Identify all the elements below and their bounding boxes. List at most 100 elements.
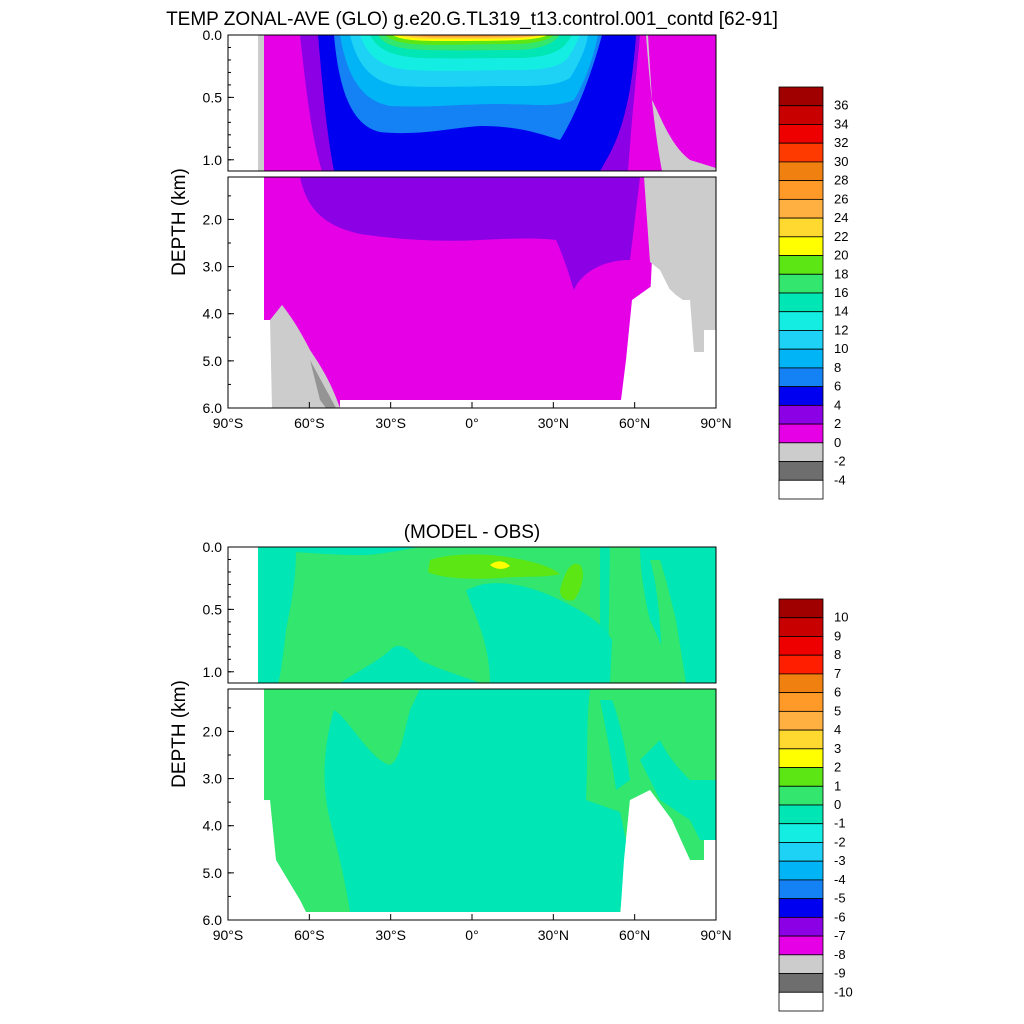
colorbar-label: 12 bbox=[834, 322, 848, 337]
colorbar-label: -6 bbox=[834, 909, 846, 924]
colorbar-box bbox=[778, 180, 824, 200]
colorbar-box bbox=[778, 860, 824, 881]
colorbar-label: 30 bbox=[834, 154, 848, 169]
panel2-upper-field bbox=[228, 547, 716, 683]
colorbar-label: 0 bbox=[834, 435, 841, 450]
colorbar-label: 8 bbox=[834, 360, 841, 375]
colorbar-box bbox=[778, 217, 824, 238]
colorbar-label: 16 bbox=[834, 285, 848, 300]
colorbar-box bbox=[778, 255, 824, 275]
colorbar-box bbox=[778, 161, 824, 182]
colorbar-box bbox=[778, 105, 824, 125]
colorbar-box bbox=[778, 636, 824, 656]
colorbar-box bbox=[778, 617, 824, 637]
colorbar-box bbox=[778, 916, 824, 937]
colorbar-label: 9 bbox=[834, 628, 841, 643]
colorbar-label: 5 bbox=[834, 703, 841, 718]
panel2-upper-frame bbox=[227, 546, 717, 684]
colorbar-box bbox=[778, 367, 824, 388]
colorbar-label: 24 bbox=[834, 210, 848, 225]
colorbar-box bbox=[778, 142, 824, 163]
panel1-upper-field bbox=[228, 35, 716, 171]
y-tick-label: 0.0 bbox=[203, 27, 223, 43]
colorbar-label: -2 bbox=[834, 454, 846, 469]
missing-right bbox=[620, 280, 716, 408]
colorbar-box bbox=[778, 198, 824, 219]
colorbar-label: 32 bbox=[834, 135, 848, 150]
colorbar-label: 10 bbox=[834, 341, 848, 356]
colorbar-box bbox=[778, 311, 824, 331]
x-tick-label: 30°S bbox=[375, 927, 406, 943]
colorbar-label: -10 bbox=[834, 984, 853, 999]
colorbar-box bbox=[778, 86, 824, 107]
colorbar-box bbox=[778, 654, 824, 675]
panel1-ticks: 90°S 60°S 30°S 0° 30°N 60°N 90°N 0.0 0.5 1.0 2.0 3.… bbox=[203, 27, 732, 431]
colorbar-label: 18 bbox=[834, 266, 848, 281]
colorbar-box bbox=[778, 673, 824, 694]
colorbar-box bbox=[778, 748, 824, 768]
panel2-ylabel: DEPTH (km) bbox=[169, 680, 190, 788]
panel2-title: (MODEL - OBS) bbox=[404, 522, 541, 543]
y-tick-label: 0.5 bbox=[203, 601, 223, 617]
colorbar-label: 6 bbox=[834, 685, 841, 700]
colorbar-label: 34 bbox=[834, 116, 848, 131]
colorbar-label: -5 bbox=[834, 891, 846, 906]
arctic-gray bbox=[644, 177, 716, 352]
y-tick-label: 6.0 bbox=[203, 400, 223, 416]
panel1-title: TEMP ZONAL-AVE (GLO) g.e20.G.TL319_t13.c… bbox=[166, 9, 778, 30]
colorbar-box bbox=[778, 442, 824, 462]
colorbar-box bbox=[778, 879, 824, 900]
colorbar-label: 3 bbox=[834, 741, 841, 756]
colorbar-box bbox=[778, 842, 824, 862]
panel2-lower-field bbox=[228, 689, 716, 920]
x-tick-label: 90°N bbox=[700, 415, 731, 431]
colorbar-label: 8 bbox=[834, 647, 841, 662]
x-tick-label: 90°S bbox=[213, 415, 244, 431]
y-tick-label: 5.0 bbox=[203, 353, 223, 369]
colorbar-label: -4 bbox=[834, 472, 846, 487]
x-tick-label: 0° bbox=[465, 927, 478, 943]
colorbar-box bbox=[778, 692, 824, 712]
y-tick-label: 2.0 bbox=[203, 723, 223, 739]
panel1-lower-field bbox=[228, 177, 716, 408]
colorbar-box bbox=[778, 767, 824, 787]
colorbar-label: -2 bbox=[834, 834, 846, 849]
colorbar-label: 0 bbox=[834, 797, 841, 812]
colorbar-box bbox=[778, 330, 824, 350]
y-tick-label: 3.0 bbox=[203, 771, 223, 787]
panel1-upper-frame bbox=[227, 34, 717, 172]
temperature-panel: TEMP ZONAL-AVE (GLO) g.e20.G.TL319_t13.c… bbox=[166, 9, 848, 500]
panel2-ticks: 90°S 60°S 30°S 0° 30°N 60°N 90°N 0.0 0.5 1.0 2.0 3.… bbox=[203, 539, 732, 943]
colorbar-label: 36 bbox=[834, 98, 848, 113]
colorbar-label: 14 bbox=[834, 304, 848, 319]
colorbar-box bbox=[778, 729, 824, 750]
colorbar-label: -7 bbox=[834, 928, 846, 943]
difference-panel: (MODEL - OBS) DEPTH (km) bbox=[169, 522, 853, 1012]
colorbar-label: -4 bbox=[834, 872, 846, 887]
colorbar-label: 6 bbox=[834, 379, 841, 394]
colorbar-label: 26 bbox=[834, 191, 848, 206]
colorbar-box bbox=[778, 991, 824, 1012]
missing-left bbox=[228, 35, 258, 171]
missing-right-2 bbox=[620, 790, 716, 920]
x-tick-label: 90°S bbox=[213, 927, 244, 943]
y-tick-label: 6.0 bbox=[203, 912, 223, 928]
colorbar-box bbox=[778, 236, 824, 256]
x-tick-label: 60°N bbox=[619, 927, 650, 943]
antarctic-bottom bbox=[270, 305, 340, 408]
colorbar-box bbox=[778, 404, 824, 425]
panel1-ylabel: DEPTH (km) bbox=[169, 168, 190, 276]
colorbar-box bbox=[778, 710, 824, 731]
x-tick-label: 0° bbox=[465, 415, 478, 431]
colorbar-box bbox=[778, 823, 824, 843]
x-tick-label: 30°N bbox=[538, 415, 569, 431]
colorbar-box bbox=[778, 785, 824, 806]
colorbar-box bbox=[778, 386, 824, 406]
colorbar-label: 4 bbox=[834, 397, 841, 412]
colorbar-box bbox=[778, 479, 824, 500]
colorbar-box bbox=[778, 423, 824, 444]
colorbar-label: 22 bbox=[834, 229, 848, 244]
y-tick-label: 2.0 bbox=[203, 211, 223, 227]
colorbar-box bbox=[778, 273, 824, 294]
